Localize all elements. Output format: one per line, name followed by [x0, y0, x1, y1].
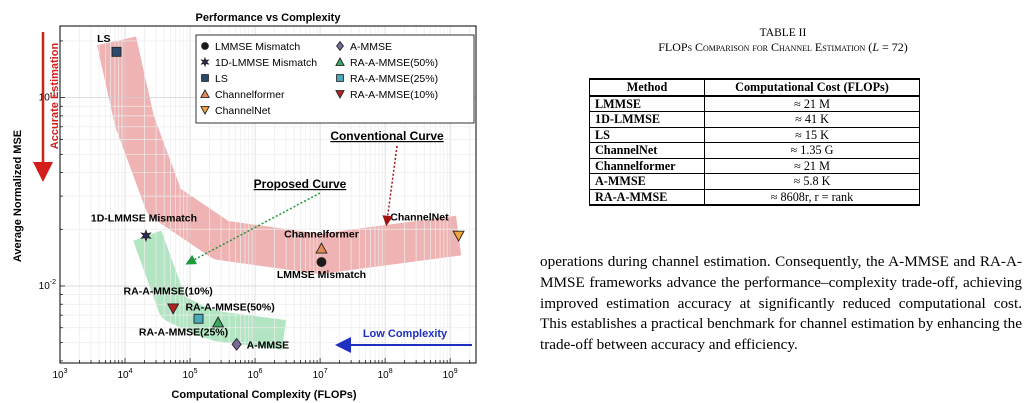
point-label-a-mmse: A-MMSE — [247, 339, 290, 351]
y-tick-label: 10-2 — [39, 279, 56, 292]
table-cell-cost: ≈ 5.8 K — [704, 173, 920, 190]
performance-complexity-chart: 103 104 105 106 107 108 109 10-2 10-1 LMMSE Mism… — [12, 12, 477, 401]
table-row: LS ≈ 15 K — [589, 126, 920, 143]
x-tick-label: 106 — [248, 368, 263, 381]
legend-label-channelformer: Channelformer — [215, 89, 285, 101]
table-cell-method: A-MMSE — [589, 173, 705, 190]
legend-label-1d-lmmse-mismatch: 1D-LMMSE Mismatch — [215, 57, 317, 69]
accurate-estimation-label: Accurate Estimation — [49, 43, 61, 150]
point-1d-lmmse-mismatch — [140, 229, 152, 243]
legend-marker-ra-a-mmse-10 — [335, 90, 345, 100]
legend-marker-ra-a-mmse-50 — [335, 56, 345, 66]
table-row: A-MMSE ≈ 5.8 K — [589, 173, 920, 190]
legend-marker-ra-a-mmse-25 — [336, 74, 344, 82]
y-tick-label: 10-1 — [39, 91, 56, 104]
x-axis-label: Computational Complexity (FLOPs) — [171, 389, 357, 401]
legend-marker-ls — [201, 74, 209, 82]
x-tick-label: 104 — [118, 368, 133, 381]
point-ra-a-mmse-10 — [167, 303, 180, 315]
point-label-ra-a-mmse-10: RA-A-MMSE(10%) — [124, 285, 213, 297]
legend-marker-channelnet — [200, 106, 210, 116]
table-cell-method: 1D-LMMSE — [589, 111, 705, 128]
legend-marker-a-mmse — [336, 40, 344, 52]
trend-band-conventional — [96, 36, 462, 274]
point-channelnet — [452, 230, 465, 242]
point-a-mmse — [231, 337, 242, 351]
flops-table: Method Computational Cost (FLOPs) LMMSE ≈… — [589, 78, 920, 206]
legend-marker-channelformer — [200, 88, 210, 98]
point-label-ra-a-mmse-50: RA-A-MMSE(50%) — [185, 301, 274, 313]
point-lmmse-mismatch — [316, 257, 327, 267]
table-cell-method: Channelformer — [589, 157, 705, 174]
table-cell-cost: ≈ 8608r, r = rank — [704, 188, 920, 206]
legend-label-lmmse-mismatch: LMMSE Mismatch — [215, 41, 300, 53]
table-cell-cost: ≈ 21 M — [704, 157, 920, 174]
legend-label-ra-a-mmse-50: RA-A-MMSE(50%) — [350, 57, 438, 69]
legend-marker-1d-lmmse-mismatch — [200, 56, 210, 68]
table-title-variable: L — [872, 40, 879, 54]
table-cell-method: ChannelNet — [589, 142, 705, 159]
table-header-method: Method — [589, 78, 705, 97]
x-tick-label: 103 — [52, 368, 67, 381]
table-row: LMMSE ≈ 21 M — [589, 95, 920, 112]
table-cell-cost: ≈ 41 K — [704, 111, 920, 128]
table-row: 1D-LMMSE ≈ 41 K — [589, 111, 920, 128]
legend-label-ra-a-mmse-10: RA-A-MMSE(10%) — [350, 89, 438, 101]
point-label-ls: LS — [97, 33, 110, 45]
point-label-lmmse-mismatch: LMMSE Mismatch — [277, 269, 366, 281]
table-header-cost: Computational Cost (FLOPs) — [704, 78, 920, 97]
legend-box — [195, 34, 475, 124]
body-paragraph: operations during channel estimation. Co… — [540, 253, 1022, 354]
table-cell-cost: ≈ 1.35 G — [704, 142, 920, 159]
table-number: TABLE II — [759, 27, 807, 39]
x-tick-label: 109 — [443, 368, 458, 381]
table-cell-cost: ≈ 21 M — [704, 95, 920, 112]
point-label-ra-a-mmse-25: RA-A-MMSE(25%) — [139, 327, 228, 339]
legend-label-channelnet: ChannelNet — [215, 105, 271, 117]
proposed-curve-label: Proposed Curve — [254, 177, 347, 191]
point-ra-a-mmse-50 — [211, 316, 225, 328]
table-row: Channelformer ≈ 21 M — [589, 157, 920, 174]
table-row: ChannelNet ≈ 1.35 G — [589, 142, 920, 159]
table-cell-method: LS — [589, 126, 705, 143]
table-title-main: FLOPs Comparison for Channel Estimation … — [658, 40, 873, 54]
flops-table-block: TABLE II FLOPs Comparison for Channel Es… — [540, 0, 1026, 54]
table-cell-method: LMMSE — [589, 95, 705, 112]
proposed-curve-pointer — [185, 192, 321, 265]
point-ra-a-mmse-25 — [193, 313, 204, 324]
table-title: FLOPs Comparison for Channel Estimation … — [540, 40, 1026, 54]
point-label-channelnet: ChannelNet — [390, 212, 449, 224]
x-tick-label: 107 — [313, 368, 328, 381]
legend-label-ls: LS — [215, 73, 228, 85]
legend-marker-lmmse-mismatch — [201, 42, 209, 50]
conventional-curve-pointer — [382, 145, 398, 227]
x-tick-label: 108 — [378, 368, 393, 381]
table-cell-method: RA-A-MMSE — [589, 188, 705, 206]
legend-label-a-mmse: A-MMSE — [350, 41, 392, 53]
low-complexity-label: Low Complexity — [363, 328, 448, 340]
table-cell-cost: ≈ 15 K — [704, 126, 920, 143]
table-title-tail: = 72) — [879, 40, 908, 54]
y-axis-label: Average Normalized MSE — [12, 130, 24, 262]
x-tick-label: 105 — [183, 368, 198, 381]
point-label-channelformer: Channelformer — [284, 229, 359, 241]
chart-title: Performance vs Complexity — [196, 12, 342, 24]
conventional-curve-label: Conventional Curve — [330, 129, 444, 143]
point-channelformer — [315, 242, 328, 254]
table-row: RA-A-MMSE ≈ 8608r, r = rank — [589, 188, 920, 206]
point-label-1d-lmmse-mismatch: 1D-LMMSE Mismatch — [91, 213, 197, 225]
point-ls — [111, 46, 122, 57]
plot-frame — [59, 25, 477, 364]
legend-label-ra-a-mmse-25: RA-A-MMSE(25%) — [350, 73, 438, 85]
